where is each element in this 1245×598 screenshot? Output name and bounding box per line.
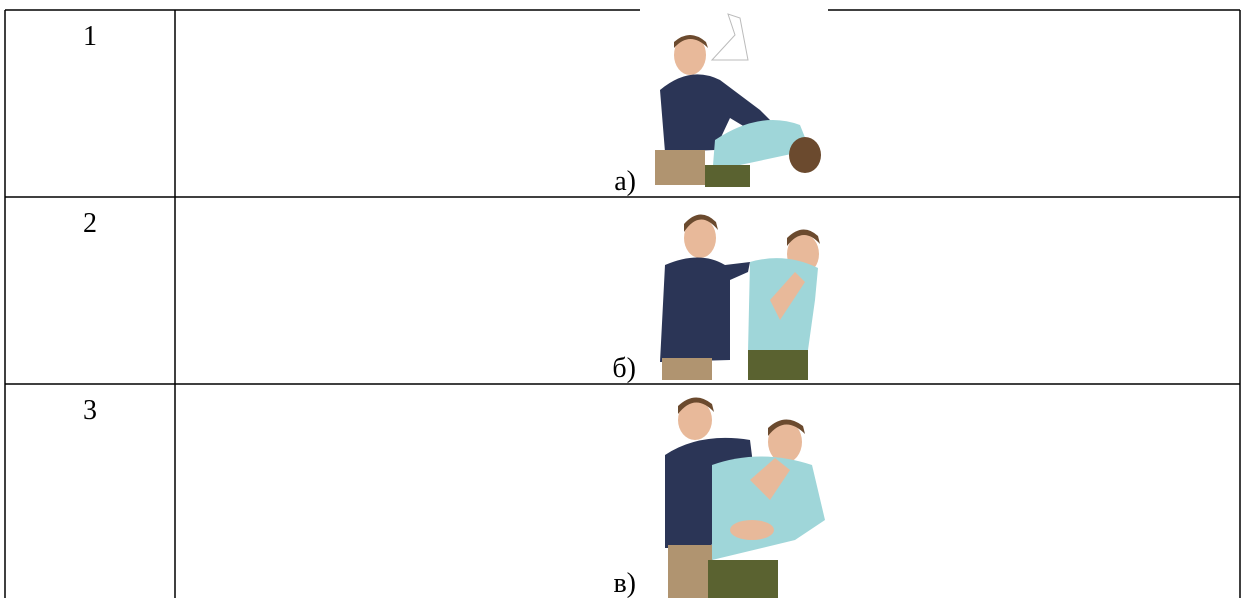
table-grid [4,9,1241,598]
image-label: а) [614,166,636,197]
row-number: 1 [83,21,97,52]
image-label: в) [613,568,636,598]
illustration-back-blows [640,8,828,192]
illustration-ask-choking [640,202,828,382]
illustration-abdominal-thrusts [640,390,828,598]
image-label: б) [612,353,636,384]
row-number: 2 [83,208,97,239]
row-number: 3 [83,395,97,426]
